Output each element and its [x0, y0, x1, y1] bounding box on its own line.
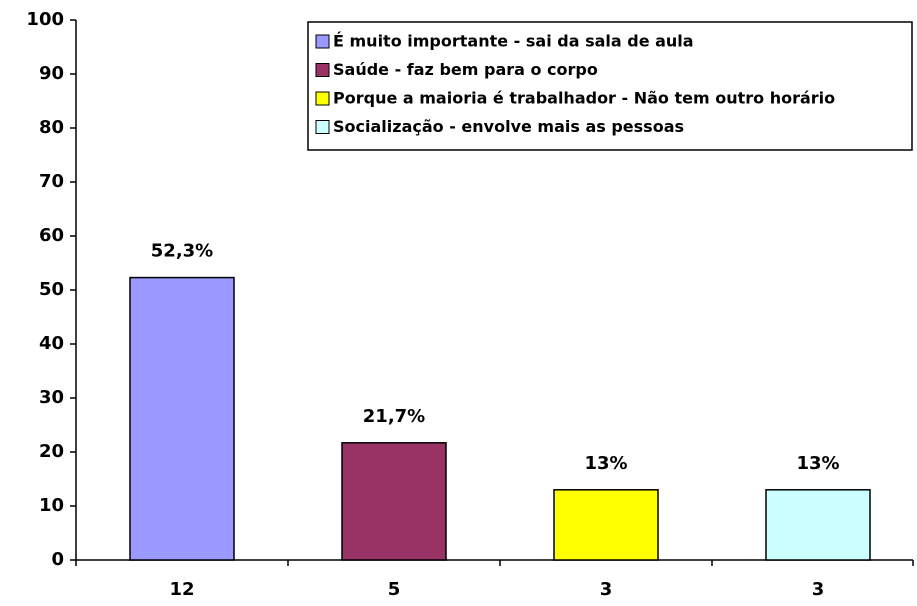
- y-tick-label: 50: [39, 279, 64, 300]
- legend-box: [307, 21, 913, 151]
- x-tick-label: 3: [600, 579, 613, 600]
- y-tick-label: 40: [39, 333, 64, 354]
- legend-swatch: [315, 63, 330, 77]
- y-tick-label: 60: [39, 225, 64, 246]
- value-label: 21,7%: [363, 406, 425, 427]
- x-tick-label: 3: [812, 579, 825, 600]
- bar: [553, 489, 659, 561]
- y-tick-label: 10: [39, 495, 64, 516]
- bar: [341, 442, 447, 561]
- y-tick-label: 70: [39, 171, 64, 192]
- x-tick-label: 12: [169, 579, 194, 600]
- y-tick-label: 20: [39, 441, 64, 462]
- legend-label: Saúde - faz bem para o corpo: [333, 60, 598, 79]
- value-label: 13%: [796, 453, 839, 474]
- value-label: 13%: [584, 453, 627, 474]
- value-label: 52,3%: [151, 241, 213, 262]
- y-tick-label: 30: [39, 387, 64, 408]
- legend-swatch: [315, 91, 330, 106]
- y-tick-label: 80: [39, 117, 64, 138]
- y-tick-label: 90: [39, 63, 64, 84]
- bar: [765, 489, 871, 561]
- legend-label: Porque a maioria é trabalhador - Não tem…: [333, 89, 835, 108]
- legend-swatch: [315, 34, 330, 49]
- y-tick-label: 100: [26, 9, 64, 30]
- x-tick-label: 5: [388, 579, 401, 600]
- legend-label: É muito importante - sai da sala de aula: [333, 32, 694, 51]
- y-tick-label: 0: [51, 549, 64, 570]
- legend-swatch: [315, 120, 330, 134]
- legend-label: Socialização - envolve mais as pessoas: [333, 117, 684, 136]
- bar: [129, 276, 235, 561]
